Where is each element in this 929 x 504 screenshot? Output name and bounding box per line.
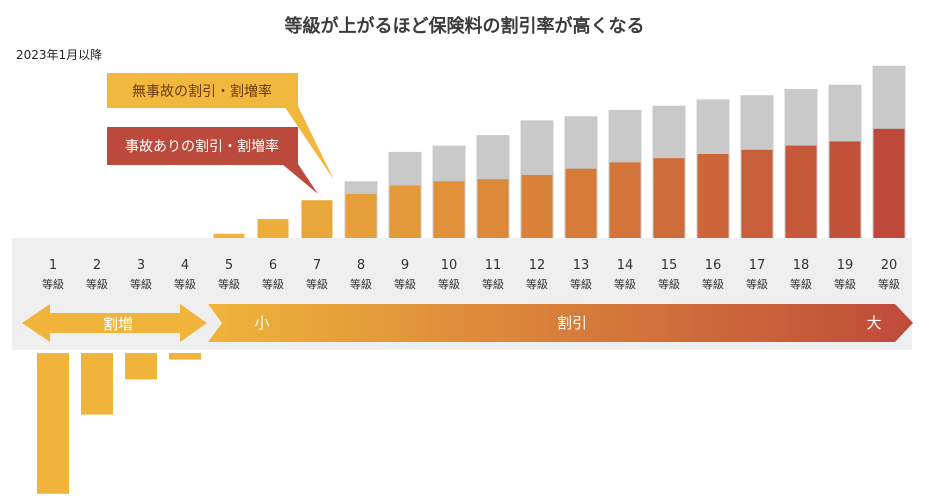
no-accident-callout: [107, 73, 298, 108]
accident-bar-16: [697, 154, 729, 238]
surcharge-bar-1: [37, 353, 69, 494]
accident-callout-label: 事故ありの割引・割増率: [125, 138, 279, 155]
grade-number-17: 17: [749, 258, 766, 273]
grade-number-2: 2: [93, 258, 101, 273]
grade-unit-20: 等級: [878, 277, 900, 291]
accident-bar-5: [213, 233, 245, 238]
grade-unit-2: 等級: [86, 277, 108, 291]
grade-number-4: 4: [181, 258, 189, 273]
grade-number-15: 15: [661, 258, 678, 273]
grade-number-12: 12: [529, 258, 546, 273]
accident-bar-14: [609, 162, 641, 238]
grade-number-8: 8: [357, 258, 365, 273]
grade-number-18: 18: [793, 258, 810, 273]
grade-unit-11: 等級: [482, 277, 504, 291]
grade-unit-4: 等級: [174, 277, 196, 291]
grade-labels: 1 等級 2 等級 3 等級 4 等級 5 等級 6 等級 7 等級 8 等級 9 等級 10 等級 11 等級 12 等級 1…: [42, 258, 900, 291]
surcharge-bar-4: [169, 353, 201, 360]
surcharge-bar-2: [81, 353, 113, 415]
grade-unit-19: 等級: [834, 277, 856, 291]
discount-label: 割引: [557, 314, 587, 332]
accident-bar-18: [785, 145, 817, 238]
grade-unit-6: 等級: [262, 277, 284, 291]
surcharge-arrow: [22, 304, 207, 342]
surcharge-label: 割増: [103, 315, 133, 333]
grade-number-3: 3: [137, 258, 145, 273]
accident-bar-6: [257, 219, 289, 238]
accident-bar-10: [433, 181, 465, 238]
accident-bar-11: [477, 179, 509, 238]
grade-unit-7: 等級: [306, 277, 328, 291]
no-accident-callout-pointer: [284, 106, 334, 180]
accident-bar-7: [301, 200, 333, 238]
grade-number-19: 19: [837, 258, 854, 273]
accident-bar-12: [521, 175, 553, 238]
grade-number-14: 14: [617, 258, 634, 273]
grade-unit-13: 等級: [570, 277, 592, 291]
discount-arrow: [208, 304, 913, 342]
grade-unit-14: 等級: [614, 277, 636, 291]
discount-small-label: 小: [254, 314, 269, 332]
grade-number-6: 6: [269, 258, 277, 273]
grade-unit-3: 等級: [130, 277, 152, 291]
grade-number-16: 16: [705, 258, 722, 273]
no-accident-callout-label: 無事故の割引・割増率: [132, 83, 272, 100]
grade-number-7: 7: [313, 258, 321, 273]
accident-callout: [107, 127, 298, 165]
surcharge-bars: [37, 353, 201, 494]
accident-bar-13: [565, 168, 597, 238]
accident-callout-pointer: [282, 164, 318, 194]
grade-number-9: 9: [401, 258, 409, 273]
grade-unit-18: 等級: [790, 277, 812, 291]
grade-number-5: 5: [225, 258, 233, 273]
accident-bar-9: [389, 185, 421, 238]
grade-unit-8: 等級: [350, 277, 372, 291]
grade-unit-12: 等級: [526, 277, 548, 291]
grade-number-10: 10: [441, 258, 458, 273]
grade-unit-16: 等級: [702, 277, 724, 291]
accident-bars: [213, 128, 905, 238]
accident-bar-19: [829, 141, 861, 238]
grade-number-11: 11: [485, 258, 502, 273]
discount-large-label: 大: [866, 314, 881, 332]
surcharge-bar-3: [125, 353, 157, 380]
grade-number-1: 1: [49, 258, 57, 273]
date-note: 2023年1月以降: [16, 48, 103, 62]
grade-unit-1: 等級: [42, 277, 64, 291]
accident-bar-15: [653, 158, 685, 238]
chart-title: 等級が上がるほど保険料の割引率が高くなる: [284, 16, 645, 37]
accident-bar-8: [345, 193, 377, 238]
accident-bar-17: [741, 149, 773, 238]
grade-unit-15: 等級: [658, 277, 680, 291]
grade-unit-9: 等級: [394, 277, 416, 291]
grade-unit-5: 等級: [218, 277, 240, 291]
grade-unit-17: 等級: [746, 277, 768, 291]
grade-number-20: 20: [881, 258, 898, 273]
accident-bar-20: [873, 128, 905, 238]
grade-unit-10: 等級: [438, 277, 460, 291]
grade-number-13: 13: [573, 258, 590, 273]
